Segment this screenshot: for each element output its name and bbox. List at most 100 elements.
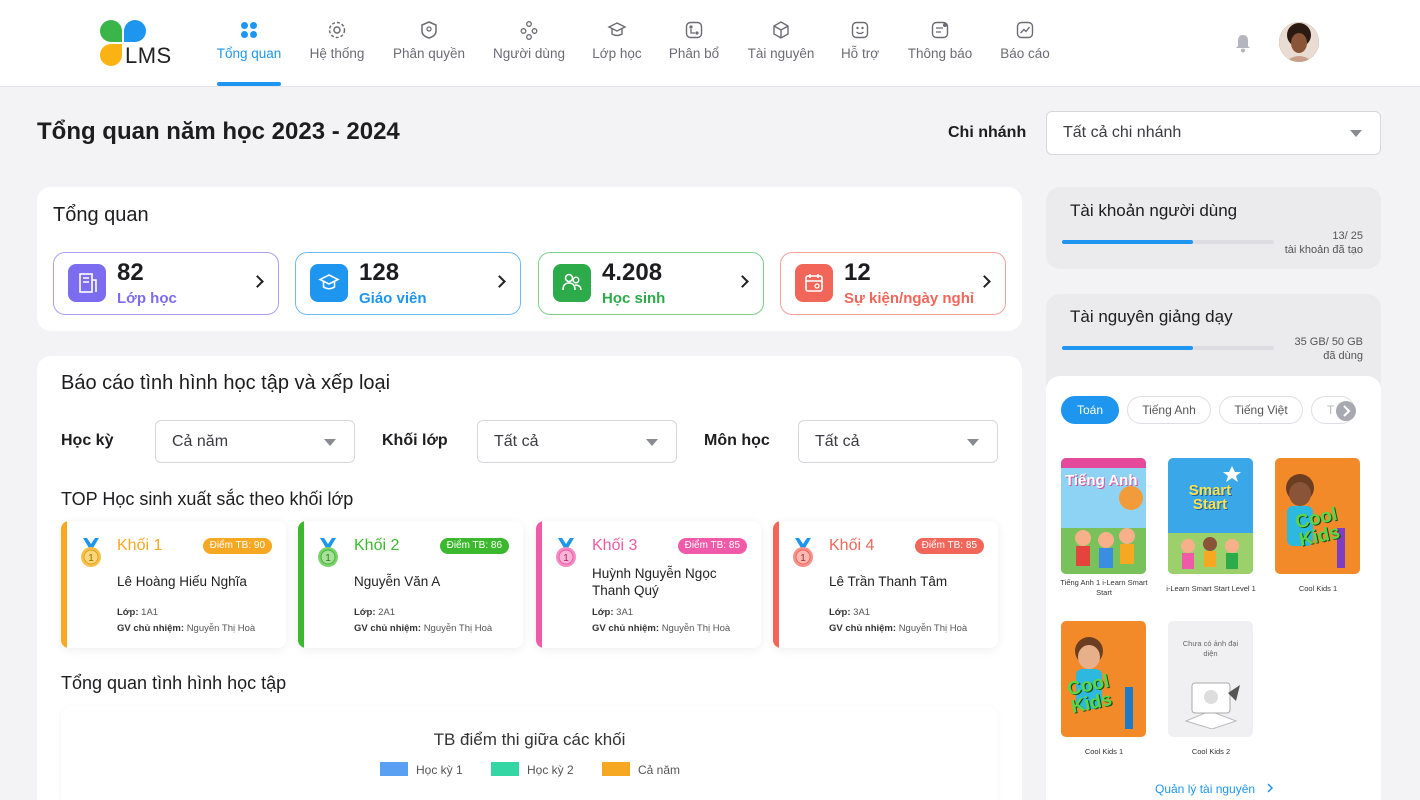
- resources-title: Tài nguyên giảng dạy: [1070, 307, 1233, 326]
- manage-resources-link[interactable]: Quản lý tài nguyên: [1155, 782, 1276, 796]
- stat-events[interactable]: 12 Sự kiện/ngày nghỉ: [780, 252, 1006, 315]
- book-cover-art-icon: [1275, 458, 1360, 574]
- semester-select-value: Cả năm: [172, 432, 229, 450]
- legend-swatch: [380, 762, 408, 776]
- legend-swatch: [491, 762, 519, 776]
- nav-item-ho-tro[interactable]: Hỗ trợ: [836, 20, 884, 70]
- chevron-down-icon: [646, 438, 658, 446]
- nav-item-bao-cao[interactable]: Báo cáo: [996, 20, 1054, 70]
- chevron-right-icon: [251, 275, 264, 288]
- svg-text:1: 1: [800, 553, 806, 564]
- book-cover-placeholder[interactable]: Chưa có ảnh đại diện: [1168, 621, 1253, 737]
- top-student-card[interactable]: 1 Khối 2 Điểm TB: 86 Nguyễn Văn A Lớp: 2…: [298, 521, 523, 648]
- logo-text: LMS: [125, 43, 172, 68]
- book-cover[interactable]: Tiếng Anh: [1061, 458, 1146, 574]
- svg-text:1: 1: [88, 553, 94, 564]
- student-name: Huỳnh Nguyễn Ngọc Thanh Quý: [592, 566, 717, 598]
- graduation-cap-icon: [607, 22, 627, 37]
- distribute-icon: [685, 21, 703, 39]
- book-cover-art-icon: [1061, 621, 1146, 737]
- nav-item-nguoi-dung[interactable]: Người dùng: [488, 20, 570, 70]
- building-icon: [68, 264, 106, 302]
- grade-label: Khối 4: [829, 537, 875, 554]
- graduation-cap-icon: [310, 264, 348, 302]
- nav-item-tai-nguyen[interactable]: Tài nguyên: [742, 20, 820, 70]
- chevron-right-icon: [736, 275, 749, 288]
- book-cover-art-icon: [1061, 458, 1146, 574]
- book-cover[interactable]: Cool Kids: [1061, 621, 1146, 737]
- user-accounts-card[interactable]: Tài khoản người dùng 13/ 25 tài khoản đã …: [1046, 187, 1381, 269]
- nav-label: Tổng quan: [216, 46, 282, 61]
- score-badge: Điểm TB: 85: [914, 538, 984, 554]
- grid-icon: [241, 22, 257, 38]
- tab-tieng-anh[interactable]: Tiếng Anh: [1127, 396, 1211, 424]
- nav-label: Người dùng: [493, 46, 565, 61]
- book-caption: Cool Kids 1: [1298, 584, 1338, 593]
- nav-item-tong-quan[interactable]: Tổng quan: [212, 20, 286, 70]
- nav-item-lop-hoc[interactable]: Lớp học: [588, 20, 646, 70]
- class-info: Lớp: 3A1: [829, 607, 871, 618]
- legend-item[interactable]: Học kỳ 1: [380, 762, 463, 777]
- cover-title: Smart Start: [1188, 482, 1232, 513]
- stat-label: Học sinh: [602, 290, 666, 307]
- stat-teachers[interactable]: 128 Giáo viên: [295, 252, 521, 315]
- nav-label: Phân quyền: [392, 46, 466, 61]
- score-badge: Điểm TB: 90: [202, 538, 272, 554]
- book-cover[interactable]: Cool Kids: [1275, 458, 1360, 574]
- legend-item[interactable]: Học kỳ 2: [491, 762, 574, 777]
- student-name: Nguyễn Văn A: [354, 574, 441, 589]
- subject-select-value: Tất cả: [815, 432, 860, 450]
- score-badge: Điểm TB: 86: [439, 538, 509, 554]
- scroll-right-button[interactable]: [1336, 401, 1356, 421]
- teacher-info: GV chủ nhiệm: Nguyễn Thị Hoà: [354, 623, 493, 634]
- book-caption: i-Learn Smart Start Level 1: [1166, 584, 1256, 593]
- book-cover-art-icon: [1168, 458, 1253, 574]
- stat-value: 4.208: [602, 259, 663, 286]
- chevron-down-icon: [1350, 130, 1362, 137]
- bell-icon[interactable]: [1234, 33, 1252, 53]
- branch-select[interactable]: Tất cả chi nhánh: [1046, 111, 1381, 155]
- nav-item-phan-bo[interactable]: Phân bổ: [664, 20, 724, 70]
- nav-item-he-thong[interactable]: Hệ thống: [302, 20, 372, 70]
- semester-select[interactable]: Cả năm: [155, 420, 355, 463]
- cover-title: Tiếng Anh: [1065, 472, 1138, 489]
- grade-label: Khối 1: [117, 537, 163, 554]
- resources-progress-bar: [1062, 346, 1274, 350]
- logo-leaf-green: [100, 20, 122, 42]
- card-accent-bar: [536, 521, 542, 648]
- accounts-progress-bar: [1062, 240, 1274, 244]
- class-info: Lớp: 3A1: [592, 607, 634, 618]
- svg-text:1: 1: [563, 553, 569, 564]
- grade-select[interactable]: Tất cả: [477, 420, 677, 463]
- nav-item-thong-bao[interactable]: Thông báo: [902, 20, 978, 70]
- stat-students[interactable]: 4.208 Học sinh: [538, 252, 764, 315]
- teacher-info: GV chủ nhiệm: Nguyễn Thị Hoà: [829, 623, 968, 634]
- calendar-icon: [795, 264, 833, 302]
- gear-icon: [328, 21, 346, 39]
- tab-toan[interactable]: Toán: [1061, 396, 1119, 424]
- chevron-down-icon: [967, 438, 979, 446]
- shield-icon: [421, 21, 437, 39]
- medal-icon: 1: [556, 538, 576, 567]
- nav-item-phan-quyen[interactable]: Phân quyền: [388, 20, 470, 70]
- top-student-card[interactable]: 1 Khối 1 Điểm TB: 90 Lê Hoàng Hiếu Nghĩa…: [61, 521, 286, 648]
- legend-item[interactable]: Cả năm: [602, 762, 680, 777]
- tab-tieng-viet[interactable]: Tiếng Việt: [1219, 396, 1303, 424]
- student-name: Lê Trần Thanh Tâm: [829, 574, 948, 589]
- top-navbar: LMS Tổng quan Hệ thống Phân quyền Người …: [0, 0, 1420, 87]
- stat-classes[interactable]: 82 Lớp học: [53, 252, 279, 315]
- logo-leaf-yellow: [100, 44, 122, 66]
- avatar[interactable]: [1279, 22, 1319, 62]
- lms-logo[interactable]: LMS: [100, 20, 180, 68]
- top-student-card[interactable]: 1 Khối 4 Điểm TB: 85 Lê Trần Thanh Tâm L…: [773, 521, 998, 648]
- nav-active-indicator: [217, 82, 281, 86]
- nav-label: Hỗ trợ: [840, 46, 880, 61]
- top-student-card[interactable]: 1 Khối 3 Điểm TB: 85 Huỳnh Nguyễn Ngọc T…: [536, 521, 761, 648]
- accounts-title: Tài khoản người dùng: [1070, 201, 1238, 220]
- book-caption: Cool Kids 1: [1084, 747, 1124, 756]
- book-cover[interactable]: Smart Start: [1168, 458, 1253, 574]
- grade-label: Khối 2: [354, 537, 400, 554]
- subject-select[interactable]: Tất cả: [798, 420, 998, 463]
- teacher-info: GV chủ nhiệm: Nguyễn Thị Hoà: [117, 623, 256, 634]
- cube-icon: [773, 21, 789, 39]
